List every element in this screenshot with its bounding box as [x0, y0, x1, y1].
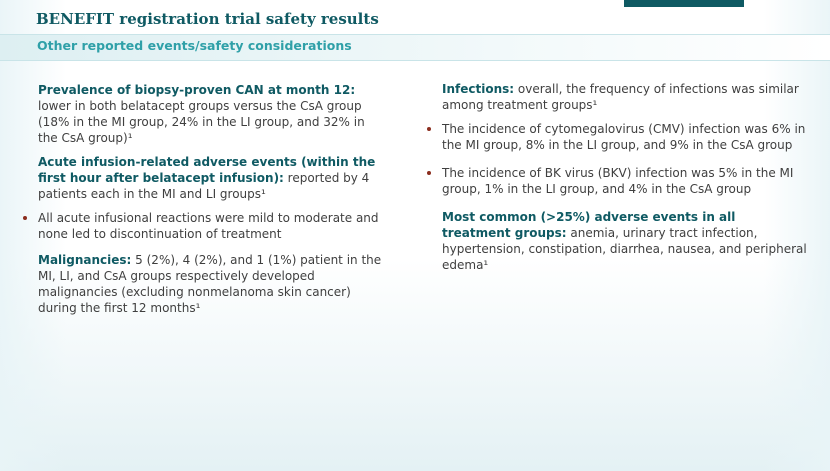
bullet-dot-icon: [427, 127, 431, 131]
bullet-dot-icon: [23, 216, 27, 220]
infusion-paragraph: Acute infusion-related adverse events (w…: [38, 154, 383, 202]
malignancies-text: 5 (2%), 4 (2%), and 1 (1%) patient in th…: [38, 253, 382, 315]
infusion-bullet-item: All acute infusional reactions were mild…: [23, 210, 383, 242]
infusion-bullet-text: All acute infusional reactions were mild…: [38, 211, 379, 241]
malignancies-heading: Malignancies:: [38, 253, 132, 267]
infusion-text: reported by 4 patients each in the MI an…: [38, 171, 370, 201]
infusion-heading: Acute infusion-related adverse events (w…: [38, 155, 376, 185]
common-ae-paragraph: Most common (>25%) adverse events in all…: [442, 209, 808, 273]
common-ae-heading: Most common (>25%) adverse events in all…: [442, 210, 736, 240]
bullet-dot-icon: [427, 171, 431, 175]
malignancies-paragraph: Malignancies: 5 (2%), 4 (2%), and 1 (1%)…: [38, 252, 383, 316]
infections-heading: Infections:: [442, 82, 515, 96]
bkv-bullet-item: The incidence of BK virus (BKV) infectio…: [427, 165, 808, 197]
cmv-bullet-item: The incidence of cytomegalovirus (CMV) i…: [427, 121, 808, 153]
can-heading: Prevalence of biopsy-proven CAN at month…: [38, 83, 356, 97]
common-ae-text: anemia, urinary tract infection, hyperte…: [442, 226, 807, 272]
slide-title: BENEFIT registration trial safety result…: [36, 10, 379, 28]
cmv-bullet-text: The incidence of cytomegalovirus (CMV) i…: [442, 122, 806, 152]
can-paragraph: Prevalence of biopsy-proven CAN at month…: [38, 82, 383, 146]
can-text: lower in both belatacept groups versus t…: [38, 99, 365, 145]
header-accent-bar: [624, 0, 744, 7]
left-column: Prevalence of biopsy-proven CAN at month…: [23, 82, 383, 324]
infections-text: overall, the frequency of infections was…: [442, 82, 799, 112]
bkv-bullet-text: The incidence of BK virus (BKV) infectio…: [442, 166, 794, 196]
slide-subtitle: Other reported events/safety considerati…: [37, 38, 352, 53]
subtitle-band: [0, 34, 830, 61]
right-column: Infections: overall, the frequency of in…: [427, 81, 808, 281]
infections-paragraph: Infections: overall, the frequency of in…: [442, 81, 808, 113]
